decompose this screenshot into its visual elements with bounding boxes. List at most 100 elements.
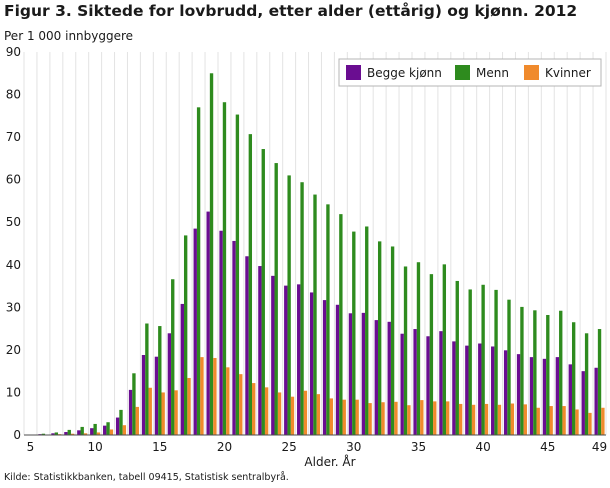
bar: [264, 387, 269, 435]
bar: [497, 404, 502, 435]
bar: [446, 401, 450, 435]
y-tick-label: 20: [6, 343, 21, 357]
bar: [523, 404, 527, 435]
bar: [103, 425, 107, 435]
bar: [77, 430, 81, 435]
bar: [158, 326, 162, 435]
bar: [313, 194, 317, 435]
y-tick-label: 50: [6, 215, 21, 229]
bar: [429, 274, 434, 435]
bar: [145, 323, 149, 435]
x-tick-label: 15: [152, 440, 167, 454]
bar: [245, 256, 249, 435]
bar: [96, 432, 101, 435]
bar: [300, 182, 304, 435]
bar: [171, 279, 175, 435]
bar: [407, 405, 411, 435]
x-tick-label: 10: [87, 440, 102, 454]
bar: [322, 300, 327, 435]
bar: [387, 321, 391, 435]
bars: [25, 73, 605, 436]
bar: [468, 289, 472, 435]
bar: [339, 214, 343, 435]
y-axis-ticks: 0 10 20 30 40 50 60 70 80 90: [6, 45, 21, 442]
bar: [342, 399, 346, 435]
bar: [507, 299, 511, 435]
bar: [365, 226, 369, 435]
bar: [193, 228, 197, 435]
legend-label: Menn: [476, 66, 509, 80]
y-tick-label: 0: [13, 428, 21, 442]
x-axis-ticks: 5 10 15 20 25 30 35 40 45 49: [27, 440, 608, 454]
bar: [51, 433, 55, 435]
legend-label: Begge kjønn: [367, 66, 442, 80]
bar: [219, 230, 223, 435]
bar: [252, 383, 256, 435]
bar: [64, 432, 68, 435]
bar: [562, 406, 566, 435]
bar: [119, 409, 123, 435]
bar: [542, 358, 547, 435]
bar: [115, 417, 120, 435]
bar: [510, 403, 515, 435]
bar: [455, 280, 459, 435]
x-tick-label: 45: [540, 440, 555, 454]
bar: [452, 341, 456, 435]
bar: [481, 284, 485, 435]
bar: [213, 357, 217, 435]
bar: [549, 406, 553, 435]
x-axis-title: Alder. År: [304, 454, 355, 469]
bar: [494, 289, 498, 435]
bar: [316, 394, 321, 435]
y-tick-label: 40: [6, 258, 21, 272]
bar: [183, 235, 188, 435]
bar: [90, 428, 94, 435]
y-tick-label: 80: [6, 88, 21, 102]
bar: [326, 204, 330, 435]
x-tick-label: 40: [475, 440, 490, 454]
bar: [290, 396, 295, 435]
y-tick-label: 90: [6, 45, 21, 59]
bar: [546, 314, 550, 435]
y-tick-label: 10: [6, 385, 21, 399]
y-axis-unit-label: Per 1 000 innbyggere: [4, 29, 134, 43]
bar: [226, 367, 230, 435]
bar: [122, 425, 127, 435]
x-tick-label: 5: [27, 440, 35, 454]
bar: [381, 402, 385, 435]
bar: [232, 240, 236, 435]
bar: [309, 292, 314, 435]
bar: [442, 264, 447, 435]
legend-swatch: [524, 65, 539, 80]
bar: [287, 175, 291, 435]
bar: [200, 357, 204, 435]
bar: [355, 399, 359, 435]
bar: [206, 211, 210, 435]
bar: [390, 246, 395, 435]
bar: [588, 412, 592, 435]
source-note: Kilde: Statistikkbanken, tabell 09415, S…: [4, 472, 289, 483]
bar: [416, 262, 421, 435]
bar: [161, 392, 165, 435]
bar: [413, 329, 417, 435]
bar: [109, 429, 114, 435]
bar: [484, 403, 489, 435]
bar: [458, 403, 463, 435]
bar: [154, 356, 159, 435]
legend-swatch: [455, 65, 470, 80]
bar: [426, 336, 430, 435]
bar: [83, 433, 88, 435]
bar: [271, 275, 275, 435]
bar: [196, 107, 201, 436]
bar: [352, 231, 356, 435]
bar: [471, 404, 476, 435]
bar: [180, 303, 184, 435]
bar: [400, 333, 404, 435]
y-tick-label: 70: [6, 130, 21, 144]
x-tick-label: 25: [281, 440, 296, 454]
bar: [520, 306, 524, 435]
bar: [235, 114, 240, 435]
x-tick-label: 30: [346, 440, 361, 454]
bar: [377, 241, 382, 435]
